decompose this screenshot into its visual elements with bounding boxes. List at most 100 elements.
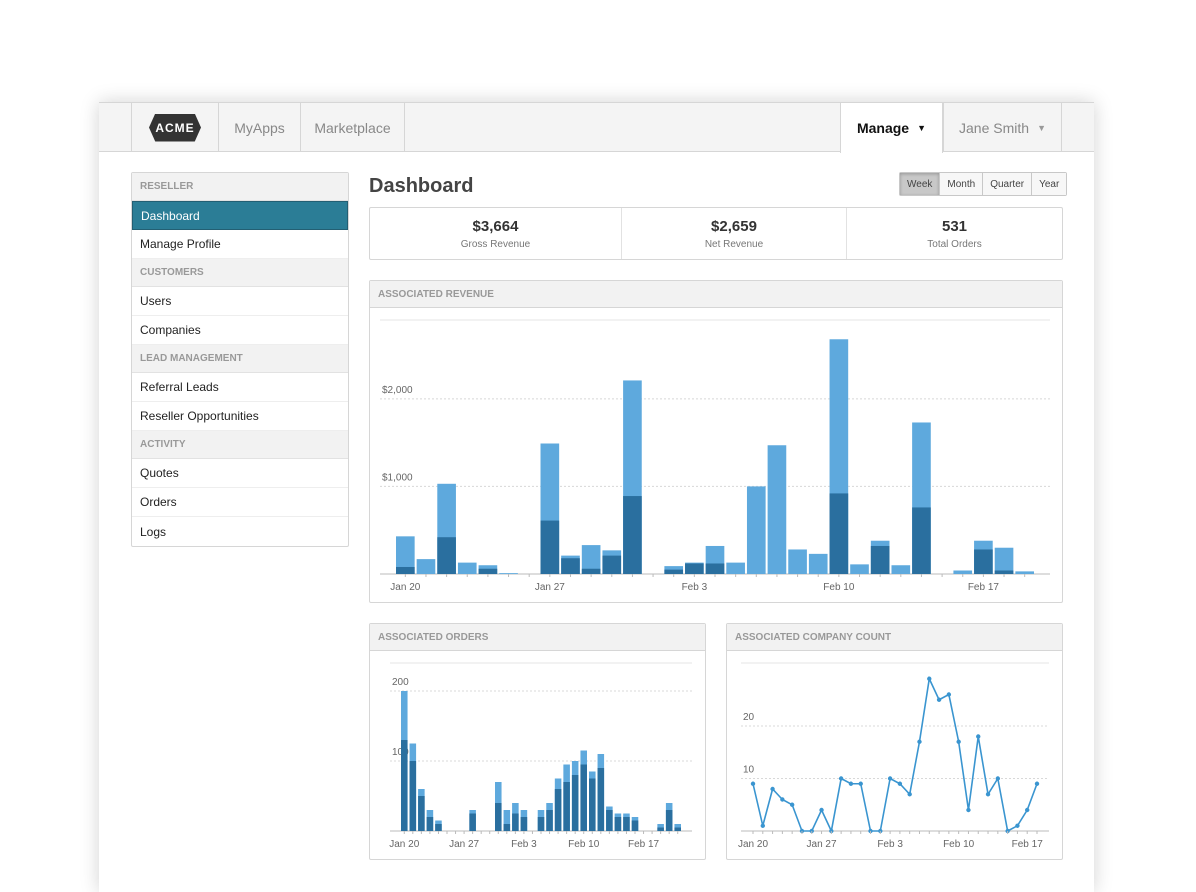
y-tick-label: $1,000 — [382, 472, 413, 483]
sidebar-item-users[interactable]: Users — [132, 287, 348, 316]
data-point — [760, 823, 765, 828]
bar-total — [994, 547, 1014, 574]
data-point — [1034, 781, 1040, 786]
sidebar-item-manage-profile[interactable]: Manage Profile — [132, 230, 348, 259]
bar-net — [974, 549, 993, 574]
sidebar-item-quotes[interactable]: Quotes — [132, 459, 348, 488]
sidebar-item-referral-leads[interactable]: Referral Leads — [132, 373, 348, 402]
range-quarter-button[interactable]: Quarter — [982, 173, 1032, 195]
sidebar-header-lead-management: LEAD MANAGEMENT — [132, 345, 348, 373]
bar-net — [478, 568, 498, 574]
x-tick-label: Feb 3 — [511, 839, 537, 850]
logo-link[interactable]: ACME — [131, 103, 218, 152]
stat-gross-revenue: $3,664 Gross Revenue — [370, 208, 621, 259]
bar-net — [597, 768, 605, 831]
y-tick-label: 100 — [392, 747, 409, 758]
range-week-button[interactable]: Week — [900, 173, 940, 195]
data-point — [838, 776, 844, 781]
bar-net — [912, 507, 931, 574]
stat-label: Total Orders — [927, 238, 982, 250]
sidebar-item-orders[interactable]: Orders — [132, 488, 348, 517]
data-point — [956, 739, 961, 744]
app-window: ACME MyApps Marketplace Manage ▼ Jane Sm… — [99, 102, 1094, 892]
x-tick-label: Feb 10 — [823, 582, 855, 593]
x-tick-label: Feb 17 — [968, 582, 1000, 593]
sidebar: RESELLER Dashboard Manage Profile CUSTOM… — [131, 172, 349, 547]
user-menu[interactable]: Jane Smith ▼ — [943, 103, 1062, 152]
bar-net — [561, 558, 580, 574]
sidebar-header-customers: CUSTOMERS — [132, 259, 348, 287]
nav-marketplace[interactable]: Marketplace — [300, 103, 405, 152]
company-count-chart: 10 20 Jan 20 Jan 27 Feb 3 Feb 10 Feb 17 — [738, 662, 1049, 850]
data-point — [858, 781, 863, 786]
x-tick-label: Jan 20 — [738, 839, 768, 850]
acme-logo: ACME — [149, 113, 201, 142]
bar-total — [416, 559, 436, 574]
bar-net — [546, 810, 553, 831]
bar-total — [788, 549, 807, 574]
bar-net — [829, 493, 849, 574]
bar-net — [581, 568, 601, 574]
data-point — [789, 802, 795, 807]
orders-chart: 100 200 Jan 20 Jan 27 Feb 3 Feb 10 Feb 17 — [389, 662, 692, 850]
user-name: Jane Smith — [959, 119, 1030, 136]
x-tick-label: Feb 10 — [568, 839, 600, 850]
orders-panel-title: ASSOCIATED ORDERS — [370, 624, 705, 651]
data-point — [946, 692, 952, 697]
range-year-button[interactable]: Year — [1031, 173, 1067, 195]
bar-total — [767, 445, 787, 574]
data-point — [927, 676, 932, 681]
x-tick-label: Jan 27 — [807, 839, 837, 850]
revenue-panel-title: ASSOCIATED REVENUE — [370, 281, 1062, 308]
y-tick-label: 20 — [743, 712, 755, 723]
bar-net — [396, 566, 415, 574]
bar-net — [554, 789, 562, 831]
bar-net — [401, 740, 408, 831]
bar-total — [746, 486, 766, 574]
x-tick-label: Jan 20 — [390, 582, 420, 593]
bar-net — [418, 796, 425, 831]
bar-net — [537, 817, 545, 831]
caret-down-icon: ▼ — [1037, 122, 1046, 133]
stat-value: $2,659 — [711, 217, 757, 235]
bar-net — [674, 827, 681, 831]
company-count-panel: ASSOCIATED COMPANY COUNT 10 20 Jan 20 Jan 2… — [726, 623, 1063, 860]
bar-total — [726, 562, 745, 574]
bar-net — [623, 817, 630, 831]
bar-net — [540, 520, 560, 574]
sidebar-item-companies[interactable]: Companies — [132, 316, 348, 345]
bar-total — [953, 570, 973, 574]
x-tick-label: Feb 17 — [628, 839, 660, 850]
nav-manage-menu[interactable]: Manage ▼ — [840, 103, 943, 153]
sidebar-item-dashboard[interactable]: Dashboard — [132, 201, 348, 230]
bar-net — [685, 563, 704, 574]
x-tick-label: Feb 3 — [877, 839, 903, 850]
data-point — [750, 781, 756, 786]
x-tick-label: Feb 17 — [1012, 839, 1044, 850]
manage-label: Manage — [856, 120, 910, 136]
stat-value: $3,664 — [472, 217, 519, 235]
sidebar-item-reseller-opportunities[interactable]: Reseller Opportunities — [132, 402, 348, 431]
bar-net — [520, 817, 528, 831]
stat-label: Gross Revenue — [460, 238, 531, 250]
sidebar-item-logs[interactable]: Logs — [140, 524, 167, 539]
nav-myapps[interactable]: MyApps — [218, 103, 300, 152]
bar-net — [435, 824, 442, 831]
top-nav: ACME MyApps Marketplace Manage ▼ Jane Sm… — [99, 102, 1094, 153]
sidebar-header-reseller: RESELLER — [132, 173, 348, 201]
range-month-button[interactable]: Month — [939, 173, 983, 195]
bar-total — [503, 810, 511, 831]
bar-net — [705, 563, 725, 574]
data-point — [819, 807, 824, 813]
stat-net-revenue: $2,659 Net Revenue — [621, 208, 846, 259]
orders-panel: ASSOCIATED ORDERS 100 200 Jan 20 Jan 27 Feb … — [369, 623, 706, 860]
data-point — [1015, 823, 1020, 828]
bar-total — [581, 545, 601, 574]
data-point — [897, 781, 903, 786]
data-point — [907, 792, 912, 797]
data-point — [985, 792, 991, 797]
x-tick-label: Feb 10 — [943, 839, 975, 850]
bar-total — [850, 564, 869, 574]
bar-net — [426, 817, 434, 831]
stat-total-orders: 531 Total Orders — [846, 208, 1062, 259]
